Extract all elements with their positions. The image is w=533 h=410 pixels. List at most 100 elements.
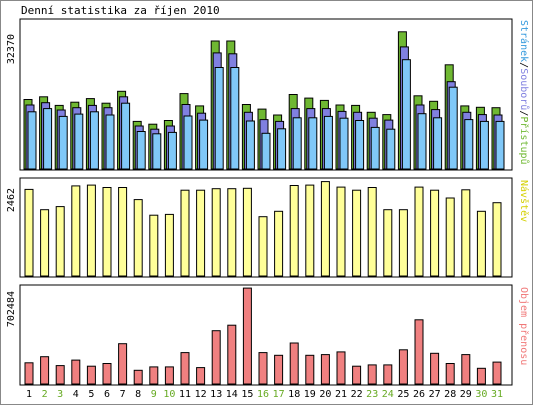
visits-bar	[336, 186, 346, 277]
visits-bar	[461, 189, 471, 277]
visits-bar	[118, 187, 128, 277]
visits-bar	[398, 209, 408, 277]
pages-bar	[89, 111, 99, 170]
traffic-bar	[320, 354, 330, 385]
visits-bar	[242, 187, 252, 277]
traffic-bar	[164, 366, 174, 385]
traffic-bar	[305, 354, 315, 385]
day-label: 24	[382, 389, 394, 400]
pages-bar	[339, 117, 349, 170]
legend-separator: /	[518, 62, 529, 68]
day-label: 23	[366, 389, 378, 400]
visits-bar	[133, 199, 143, 277]
visits-bar	[367, 187, 377, 277]
visits-bar	[102, 187, 112, 277]
traffic-bar	[86, 365, 96, 385]
day-label: 7	[120, 389, 126, 400]
day-label: 9	[151, 389, 157, 400]
day-label: 6	[104, 389, 110, 400]
visits-bar	[352, 189, 362, 277]
pages-bar	[308, 117, 318, 170]
visits-bar	[492, 202, 502, 277]
visits-bar	[227, 188, 237, 277]
day-label: 16	[257, 389, 269, 400]
traffic-bar	[258, 352, 268, 385]
day-label: 27	[429, 389, 441, 400]
traffic-bar	[118, 343, 128, 385]
visits-bar	[320, 181, 330, 277]
visits-bar	[430, 189, 440, 277]
visits-bar	[24, 188, 34, 277]
traffic-bar	[24, 362, 34, 385]
day-label: 3	[57, 389, 63, 400]
legend-separator: /	[518, 110, 529, 116]
traffic-bar	[445, 363, 455, 385]
day-label: 11	[179, 389, 191, 400]
day-label: 22	[351, 389, 363, 400]
traffic-bar	[180, 352, 190, 385]
pages-bar	[167, 131, 177, 170]
pages-bar	[58, 115, 68, 170]
visits-bar	[414, 186, 424, 277]
pages-bar	[417, 113, 427, 170]
day-label: 21	[335, 389, 347, 400]
traffic-bar	[149, 366, 159, 385]
pages-bar	[323, 115, 333, 170]
traffic-bar	[352, 365, 362, 385]
pages-bar	[74, 113, 84, 170]
day-label: 31	[491, 389, 503, 400]
pages-bar	[199, 119, 209, 170]
hits-files-pages-panel	[23, 31, 505, 170]
traffic-bar	[242, 287, 252, 385]
traffic-bar	[274, 354, 284, 385]
traffic-bar	[40, 356, 50, 385]
pages-bar	[479, 120, 489, 170]
legend-hits: Přístupů	[518, 116, 530, 164]
day-label: 2	[42, 389, 48, 400]
pages-bar	[245, 120, 255, 170]
traffic-bar	[414, 319, 424, 385]
pages-bar	[214, 67, 224, 170]
day-label: 8	[135, 389, 141, 400]
day-label: 19	[304, 389, 316, 400]
traffic-max-label: 702484	[6, 291, 17, 327]
day-label: 1	[26, 389, 32, 400]
day-label: 29	[460, 389, 472, 400]
day-label: 28	[444, 389, 456, 400]
pages-bar	[183, 115, 193, 170]
traffic-bar	[461, 354, 471, 385]
day-label: 5	[88, 389, 94, 400]
day-label: 20	[319, 389, 331, 400]
pages-bar	[121, 102, 131, 170]
pages-bar	[43, 108, 53, 170]
visits-bar	[445, 197, 455, 277]
traffic-legend: Objem přenosu	[518, 287, 530, 365]
day-label: 26	[413, 389, 425, 400]
visits-bar	[196, 189, 206, 277]
visits-bar	[476, 210, 486, 277]
pages-bar	[464, 119, 474, 170]
day-label: 10	[163, 389, 175, 400]
pages-bar	[136, 131, 146, 170]
day-labels: 1 2 3 4 5 6 7 8 9 10 11 12 13 14 15 16 17 18 19 20 21 22 23 24 2…	[26, 389, 503, 400]
traffic-bar	[227, 324, 237, 385]
hits-max-label: 32370	[6, 34, 17, 64]
visits-panel	[24, 181, 502, 277]
visits-bar	[289, 185, 299, 277]
visits-bar	[211, 188, 221, 277]
pages-bar	[105, 114, 115, 170]
traffic-bar	[476, 367, 486, 385]
traffic-bar	[133, 369, 143, 385]
legend-files: Souborů	[518, 68, 530, 110]
pages-bar	[292, 117, 302, 170]
day-label: 14	[226, 389, 238, 400]
visits-bar	[86, 184, 96, 277]
pages-bar	[448, 86, 458, 170]
day-label: 12	[195, 389, 207, 400]
visits-bar	[55, 206, 65, 277]
pages-bar	[230, 67, 240, 170]
pages-bar	[261, 132, 271, 170]
traffic-bar	[211, 330, 221, 385]
day-label: 25	[397, 389, 409, 400]
